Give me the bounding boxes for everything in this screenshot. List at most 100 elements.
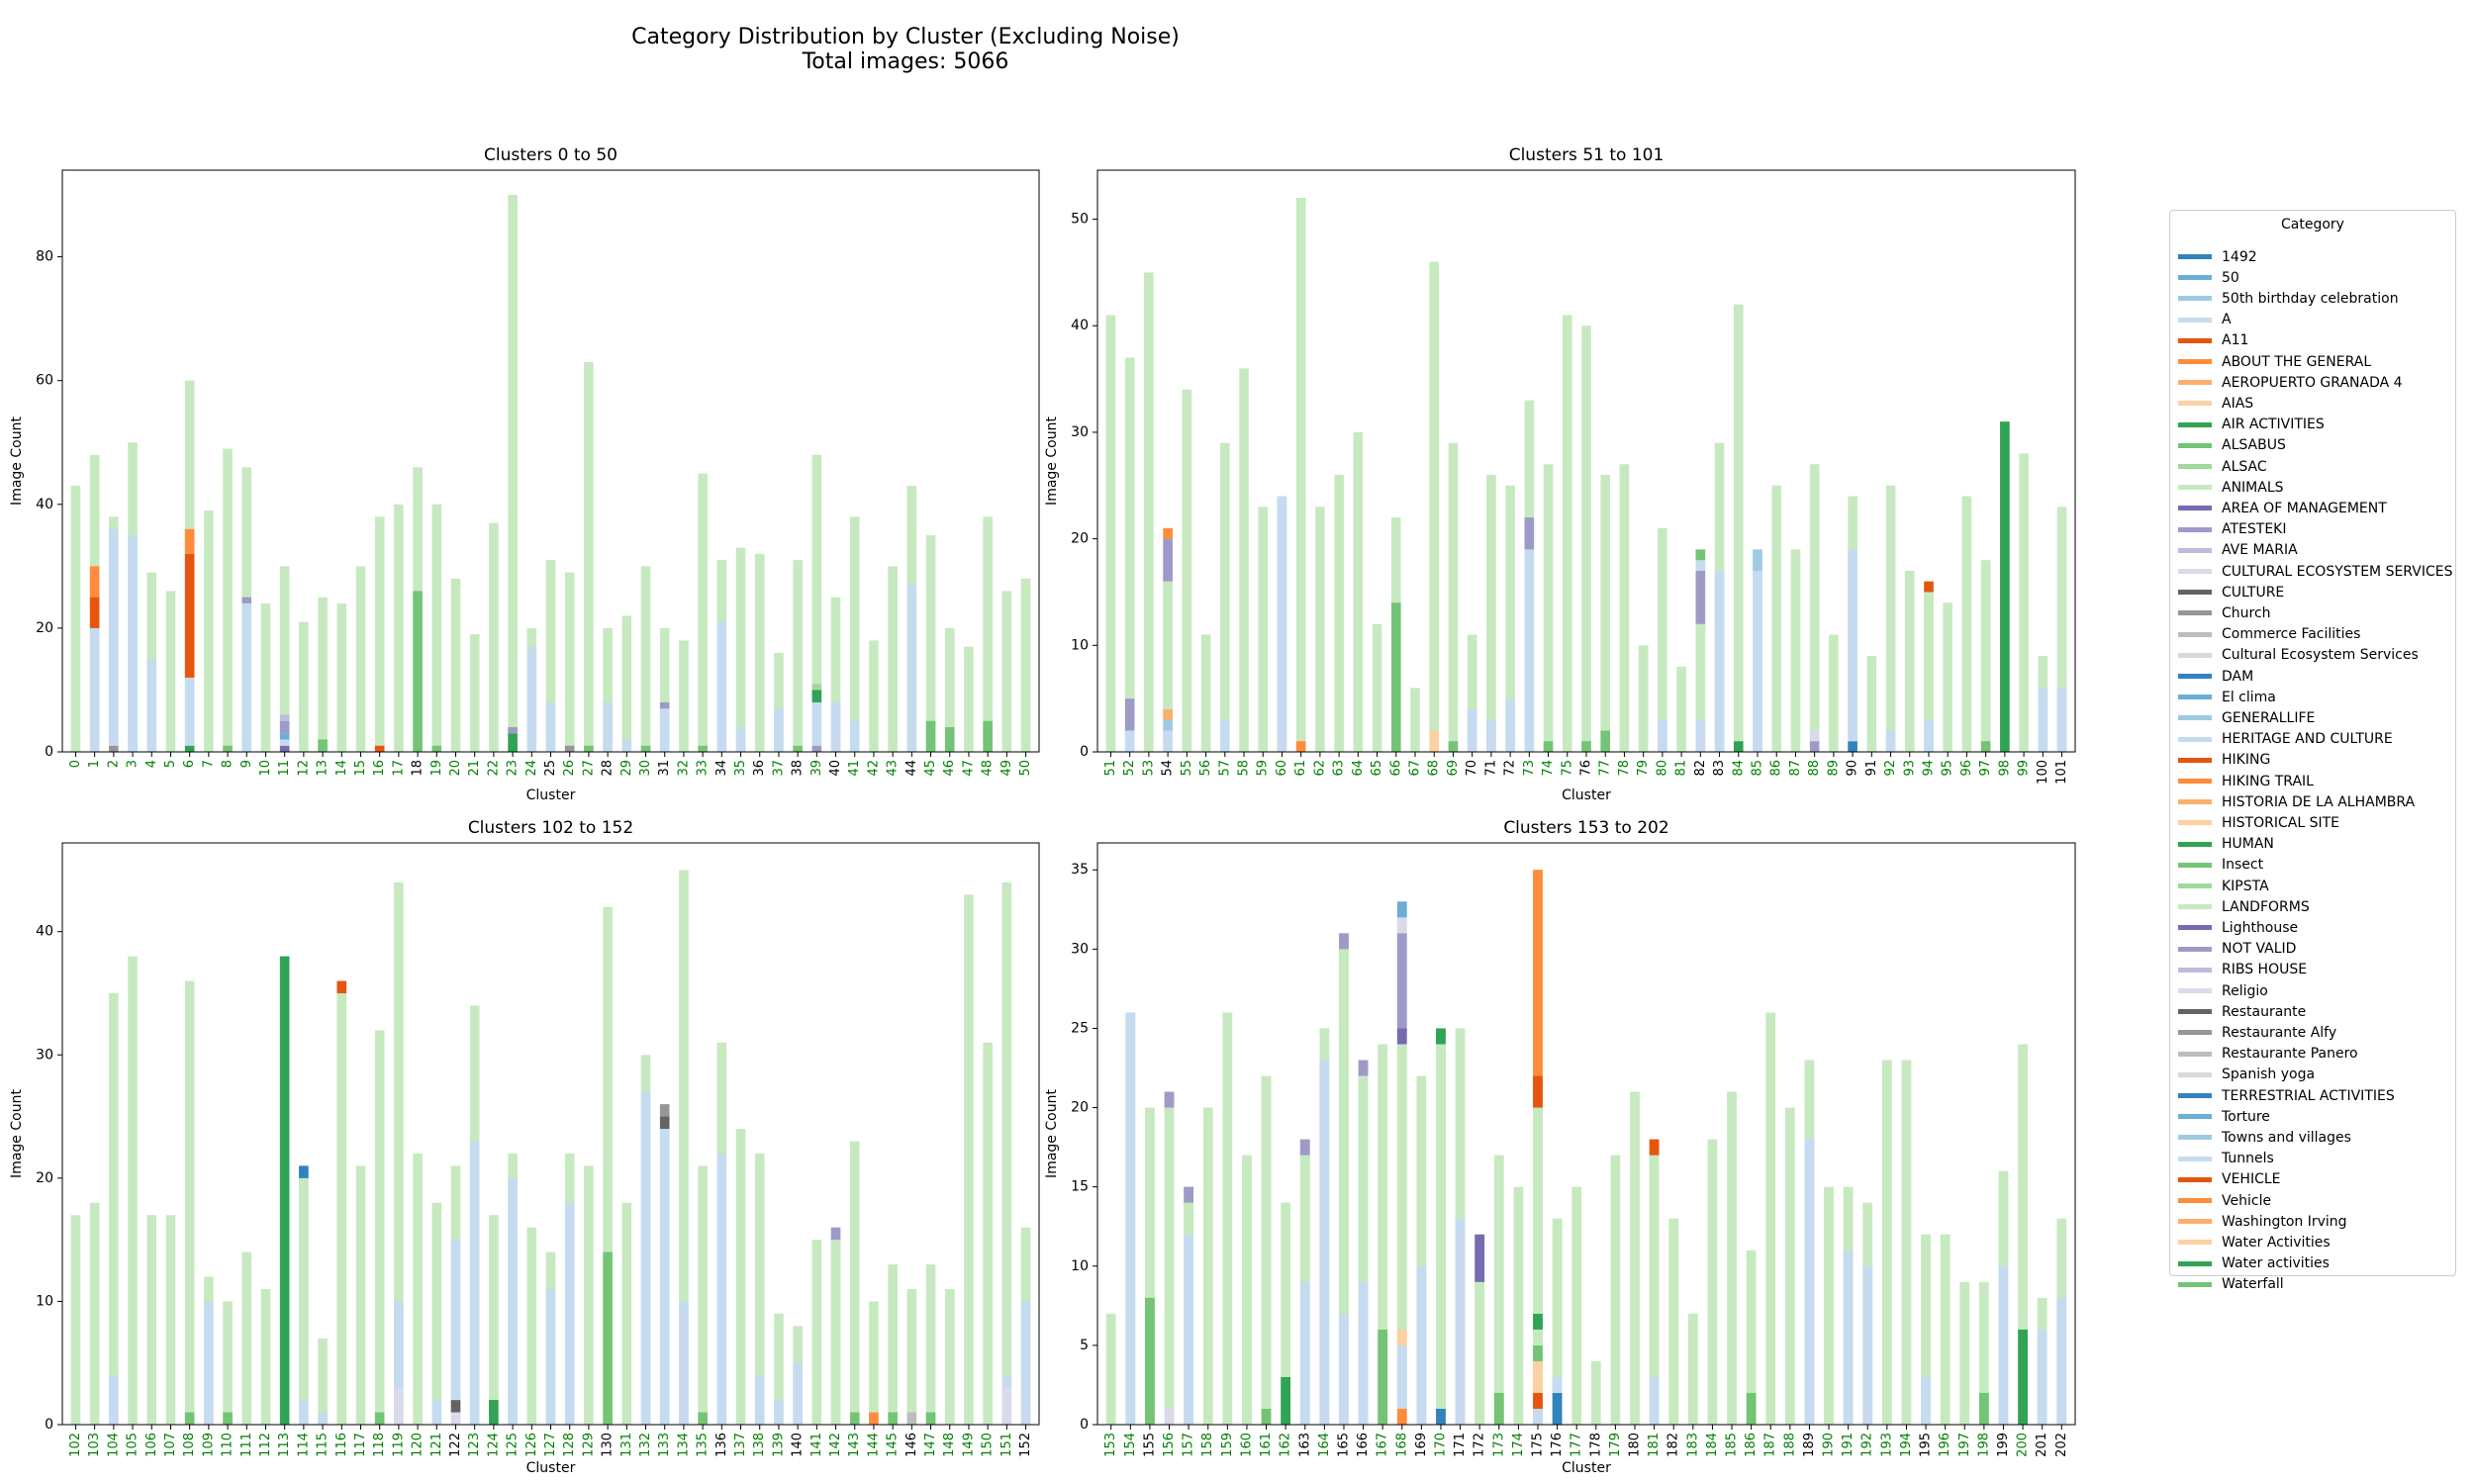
- y-tick-label: 30: [36, 1047, 53, 1063]
- y-tick-label: 60: [36, 373, 53, 389]
- legend-label: HUMAN: [2222, 836, 2274, 853]
- x-tick-label: 50: [1018, 760, 1033, 777]
- legend-label: ALSAC: [2222, 458, 2267, 475]
- x-tick-label: 157: [1182, 1433, 1196, 1457]
- bar-segment: [564, 745, 575, 752]
- bar-total: [1904, 570, 1915, 752]
- legend-label: DAM: [2222, 668, 2254, 685]
- legend-label: Vehicle: [2222, 1192, 2272, 1209]
- x-tick-label: 102: [68, 1433, 83, 1457]
- bar-total: [1353, 431, 1364, 752]
- legend-swatch: [2178, 547, 2212, 553]
- bar-segment: [1164, 1408, 1175, 1425]
- legend-item: AIAS: [2178, 393, 2253, 414]
- x-tick-label: 8: [221, 760, 236, 768]
- bar-segment: [450, 1400, 461, 1413]
- bar-total: [964, 894, 974, 1425]
- x-axis-label: Cluster: [526, 788, 576, 803]
- bar-segment: [318, 739, 328, 752]
- bar-total: [983, 516, 993, 752]
- x-tick-label: 104: [106, 1433, 121, 1457]
- x-tick-label: 70: [1465, 760, 1479, 777]
- x-tick-label: 101: [2054, 760, 2069, 785]
- bar-segment: [1339, 933, 1349, 950]
- bar-segment: [2056, 688, 2067, 752]
- bar-total: [1493, 1155, 1504, 1425]
- legend-label: Insect: [2222, 857, 2264, 874]
- legend-item: RIBS HOUSE: [2178, 960, 2307, 980]
- x-tick-label: 15: [353, 760, 368, 777]
- x-tick-label: 32: [676, 760, 691, 777]
- legend-swatch: [2178, 337, 2212, 343]
- legend-swatch: [2178, 695, 2212, 700]
- bar-total: [1809, 464, 1820, 752]
- bar-segment: [1848, 741, 1857, 752]
- x-tick-label: 30: [638, 760, 653, 777]
- bar-segment: [109, 745, 119, 752]
- x-tick-label: 62: [1312, 760, 1327, 777]
- bar-total: [1372, 623, 1382, 752]
- y-tick-label: 10: [36, 1293, 53, 1309]
- bar-segment: [184, 677, 195, 746]
- bar-total: [584, 361, 594, 752]
- chart-title: Clusters 153 to 202: [1503, 818, 1668, 838]
- bar-segment: [1164, 1107, 1175, 1409]
- x-tick-label: 200: [2016, 1433, 2031, 1457]
- legend-swatch: [2178, 380, 2212, 386]
- y-tick-label: 40: [1071, 318, 1089, 333]
- x-tick-label: 35: [733, 760, 748, 777]
- legend-item: Spanish yoga: [2178, 1065, 2315, 1085]
- legend-label: Waterfall: [2222, 1276, 2284, 1293]
- chart-panel: 51 52 53 54 55 56 57 58 59 60 61 62 63 64 65 66 67 68 69 70…: [1044, 145, 2076, 803]
- bar-total: [925, 535, 936, 752]
- bar-segment: [489, 1400, 499, 1425]
- bar-total: [621, 1202, 632, 1425]
- y-tick-label: 20: [36, 1170, 53, 1186]
- bar-total: [1638, 645, 1649, 752]
- x-axis-label: Cluster: [526, 1460, 576, 1476]
- bar-segment: [204, 1301, 214, 1425]
- bar-segment: [1804, 1139, 1815, 1425]
- bar-segment: [849, 720, 860, 752]
- bar-segment: [1533, 1360, 1543, 1393]
- bar-total: [1258, 507, 1269, 752]
- x-tick-label: 184: [1705, 1433, 1720, 1457]
- bar-total: [1505, 485, 1515, 752]
- bar-total: [89, 1202, 100, 1425]
- bar-total: [1784, 1107, 1795, 1425]
- y-tick-label: 40: [36, 497, 53, 512]
- legend-label: HISTORIA DE LA ALHAMBRA: [2222, 793, 2416, 810]
- x-tick-label: 197: [1957, 1433, 1972, 1457]
- chart-panel: 153 154 155 156 157 158 159 160 161 162 163 164 165 1…: [1044, 818, 2076, 1476]
- bar-total: [1242, 1155, 1252, 1425]
- bar-segment: [1277, 496, 1287, 752]
- bar-segment: [869, 1412, 879, 1425]
- x-tick-label: 4: [144, 760, 159, 768]
- legend-swatch: [2178, 421, 2212, 427]
- legend-label: AEROPUERTO GRANADA 4: [2222, 374, 2403, 391]
- legend-swatch: [2178, 1240, 2212, 1246]
- x-tick-label: 128: [562, 1433, 577, 1457]
- x-tick-label: 51: [1103, 760, 1118, 777]
- bar-total: [1590, 1360, 1601, 1425]
- x-tick-label: 87: [1788, 760, 1803, 777]
- bar-segment: [811, 690, 822, 702]
- bar-total: [1200, 634, 1211, 752]
- legend-item: VEHICLE: [2178, 1169, 2281, 1190]
- x-tick-label: 85: [1750, 760, 1764, 777]
- legend-label: Water Activities: [2222, 1234, 2331, 1251]
- bar-segment: [640, 745, 651, 752]
- x-tick-label: 115: [316, 1433, 331, 1457]
- x-tick-label: 133: [657, 1433, 672, 1457]
- x-tick-label: 71: [1483, 760, 1498, 777]
- bar-total: [508, 195, 518, 753]
- x-tick-label: 74: [1541, 760, 1556, 777]
- y-tick-label: 40: [36, 924, 53, 940]
- legend-swatch: [2178, 1156, 2212, 1161]
- legend-swatch: [2178, 359, 2212, 364]
- legend-swatch: [2178, 275, 2212, 281]
- x-tick-label: 182: [1666, 1433, 1681, 1457]
- y-tick-label: 20: [1071, 531, 1089, 547]
- legend-label: A: [2222, 312, 2232, 328]
- bar-segment: [774, 1400, 784, 1425]
